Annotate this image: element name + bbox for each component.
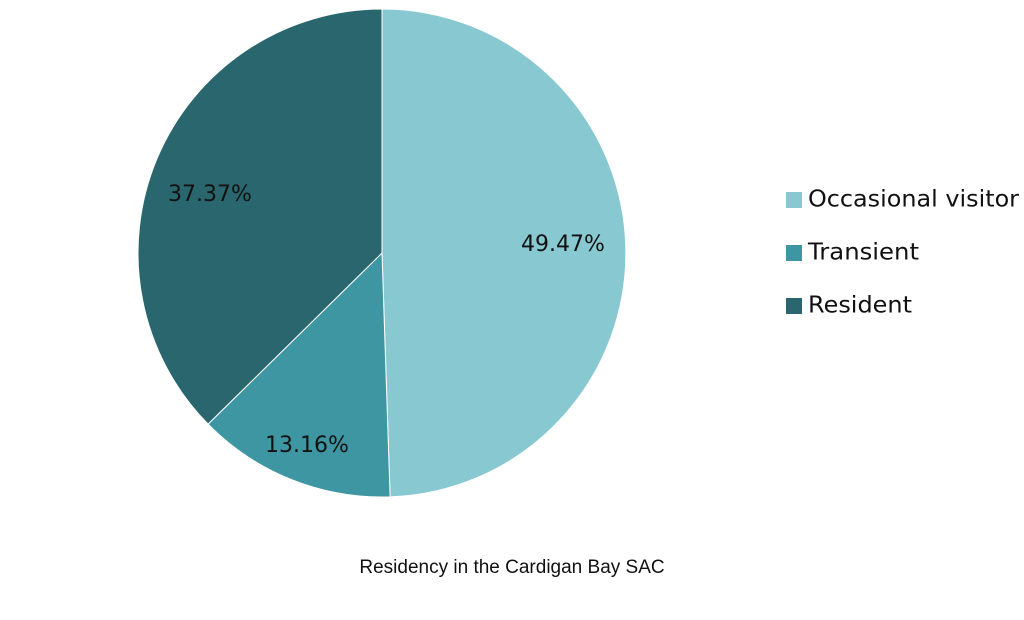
- data-label-occasional-visitor: 49.47%: [521, 232, 605, 257]
- legend-swatch-occasional-visitor: [786, 192, 802, 208]
- pie-data-labels: 49.47% 13.16% 37.37%: [168, 182, 605, 458]
- chart-caption: Residency in the Cardigan Bay SAC: [359, 557, 664, 578]
- pie-slice-transient: [207, 251, 391, 498]
- data-label-resident: 37.37%: [168, 182, 252, 207]
- pie-slice-resident: [137, 8, 383, 425]
- legend-label-transient: Transient: [807, 240, 919, 266]
- legend: Occasional visitor Transient Resident: [786, 187, 1020, 319]
- pie-slice-occasional-visitor: [381, 8, 627, 498]
- legend-label-resident: Resident: [808, 293, 912, 319]
- legend-swatch-resident: [786, 298, 802, 314]
- pie-slices: [137, 8, 627, 498]
- legend-label-occasional-visitor: Occasional visitor: [808, 187, 1020, 213]
- legend-swatch-transient: [786, 245, 802, 261]
- data-label-transient: 13.16%: [265, 433, 349, 458]
